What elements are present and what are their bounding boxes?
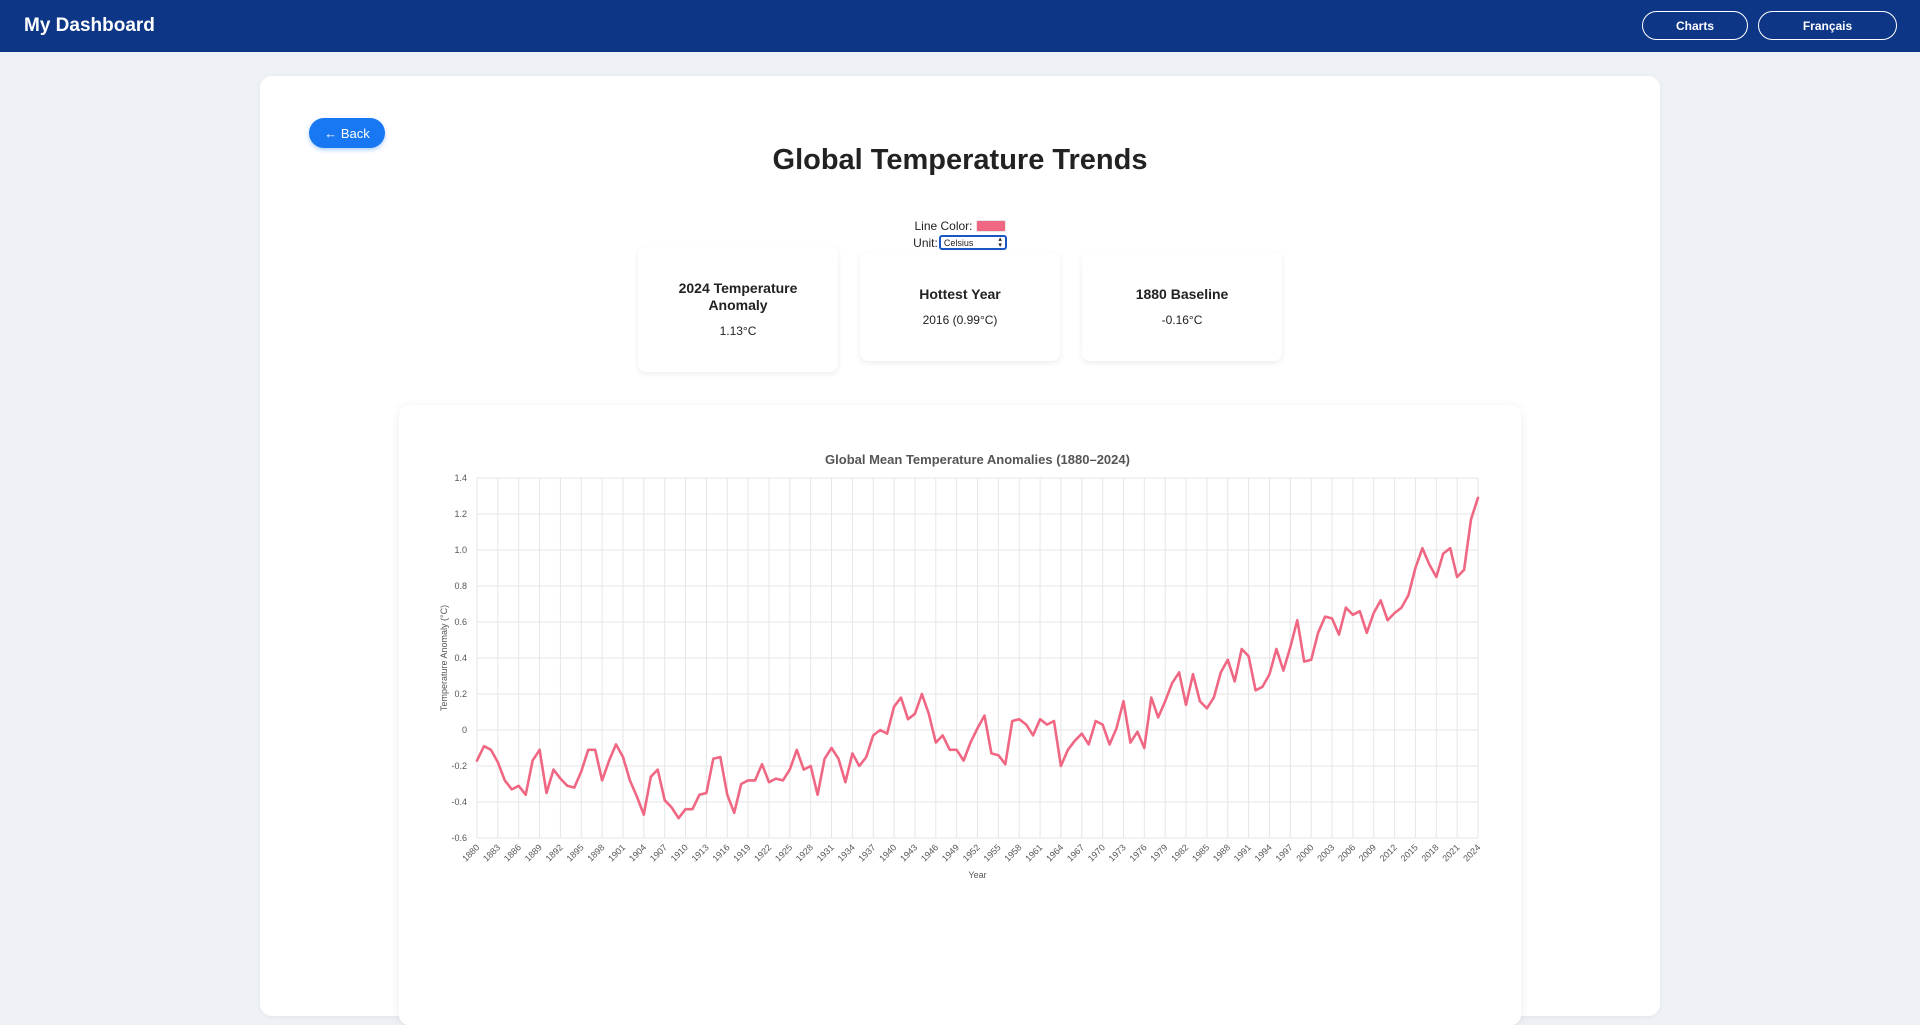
x-axis-label: Year xyxy=(968,870,986,880)
x-tick-label: 2006 xyxy=(1336,842,1357,863)
stat-title: 1880 Baseline xyxy=(1135,286,1229,302)
stat-title: 2024 Temperature Anomaly xyxy=(678,280,798,313)
main-card: ← Back Global Temperature Trends Line Co… xyxy=(260,76,1660,1025)
x-tick-label: 1907 xyxy=(648,842,669,863)
top-navbar: My Dashboard Charts Français xyxy=(0,0,1920,52)
x-tick-label: 1916 xyxy=(710,842,731,863)
y-tick-label: 0 xyxy=(462,725,467,735)
y-axis-label: Temperature Anomaly (°C) xyxy=(439,605,449,711)
x-tick-label: 2009 xyxy=(1357,842,1378,863)
x-tick-label: 1946 xyxy=(919,842,940,863)
x-tick-label: 1979 xyxy=(1148,842,1169,863)
x-tick-label: 1985 xyxy=(1190,842,1211,863)
x-tick-label: 1961 xyxy=(1023,842,1044,863)
page-title: Global Temperature Trends xyxy=(772,144,1148,176)
x-tick-label: 1991 xyxy=(1232,842,1253,863)
x-tick-label: 2015 xyxy=(1399,842,1420,863)
x-tick-label: 1994 xyxy=(1253,842,1274,863)
x-tick-label: 1919 xyxy=(731,842,752,863)
line-color-label: Line Color: xyxy=(914,218,973,233)
stat-value: -0.16°C xyxy=(1161,313,1203,327)
x-tick-label: 1898 xyxy=(585,842,606,863)
x-tick-label: 1943 xyxy=(898,842,919,863)
x-tick-label: 2021 xyxy=(1440,842,1461,863)
select-arrows-icon: ▴ ▾ xyxy=(998,235,1002,249)
y-tick-label: 1.4 xyxy=(454,473,467,483)
y-tick-label: 0.8 xyxy=(454,581,467,591)
chart-controls: Line Color: Unit: Celsius ▴ ▾ xyxy=(260,217,1660,251)
x-tick-label: 1925 xyxy=(773,842,794,863)
x-tick-label: 1922 xyxy=(752,842,773,863)
x-tick-label: 2012 xyxy=(1378,842,1399,863)
stat-card-hottest-year: Hottest Year 2016 (0.99°C) xyxy=(860,252,1060,361)
x-tick-label: 1952 xyxy=(961,842,982,863)
x-tick-label: 1958 xyxy=(1002,842,1023,863)
back-button[interactable]: ← Back xyxy=(309,118,385,148)
x-tick-label: 1949 xyxy=(940,842,961,863)
x-tick-label: 1904 xyxy=(627,842,648,863)
x-tick-label: 1895 xyxy=(564,842,585,863)
x-tick-label: 1892 xyxy=(544,842,565,863)
x-tick-label: 1976 xyxy=(1128,842,1149,863)
stat-value: 1.13°C xyxy=(719,324,757,338)
y-tick-label: 1.0 xyxy=(454,545,467,555)
stat-card-1880-baseline: 1880 Baseline -0.16°C xyxy=(1082,252,1282,361)
y-tick-label: 0.6 xyxy=(454,617,467,627)
x-tick-label: 1934 xyxy=(836,842,857,863)
y-tick-label: 1.2 xyxy=(454,509,467,519)
x-tick-label: 2003 xyxy=(1315,842,1336,863)
x-tick-label: 1937 xyxy=(856,842,877,863)
x-tick-label: 1970 xyxy=(1086,842,1107,863)
x-tick-label: 1940 xyxy=(877,842,898,863)
x-tick-label: 1955 xyxy=(982,842,1003,863)
x-tick-label: 1967 xyxy=(1065,842,1086,863)
x-tick-label: 1931 xyxy=(815,842,836,863)
x-tick-label: 1910 xyxy=(669,842,690,863)
x-tick-label: 1886 xyxy=(502,842,523,863)
nav-buttons: Charts Français xyxy=(1642,11,1897,40)
x-tick-label: 2024 xyxy=(1461,842,1482,863)
unit-label: Unit: xyxy=(913,235,938,250)
x-tick-label: 1964 xyxy=(1044,842,1065,863)
stat-cards: 2024 Temperature Anomaly 1.13°C Hottest … xyxy=(260,246,1660,372)
y-tick-label: -0.4 xyxy=(451,797,467,807)
x-tick-label: 2018 xyxy=(1419,842,1440,863)
x-tick-label: 2000 xyxy=(1294,842,1315,863)
x-tick-label: 1997 xyxy=(1273,842,1294,863)
y-tick-label: -0.2 xyxy=(451,761,467,771)
x-tick-label: 1928 xyxy=(794,842,815,863)
stat-card-2024-anomaly: 2024 Temperature Anomaly 1.13°C xyxy=(638,246,838,372)
y-tick-label: -0.6 xyxy=(451,833,467,843)
unit-select[interactable]: Celsius ▴ ▾ xyxy=(938,235,1007,250)
stat-value: 2016 (0.99°C) xyxy=(922,313,998,327)
x-tick-label: 1901 xyxy=(606,842,627,863)
chart-card: 1.4 1.2 1.0 0.8 0.6 0.4 0.2 0 -0.2 -0.4 -0.6 1880 18… xyxy=(399,405,1521,1025)
chart-title: Global Mean Temperature Anomalies (1880–… xyxy=(825,452,1130,467)
charts-button[interactable]: Charts xyxy=(1642,11,1748,40)
x-tick-label: 1889 xyxy=(523,842,544,863)
series-line xyxy=(475,496,1480,820)
x-tick-label: 1973 xyxy=(1107,842,1128,863)
unit-select-value: Celsius xyxy=(943,237,974,248)
x-tick-label: 1982 xyxy=(1169,842,1190,863)
x-tick-label: 1880 xyxy=(460,842,481,863)
stat-title: Hottest Year xyxy=(919,286,1001,302)
x-tick-label: 1913 xyxy=(690,842,711,863)
y-tick-label: 0.4 xyxy=(454,653,467,663)
brand-title[interactable]: My Dashboard xyxy=(24,15,155,36)
language-button[interactable]: Français xyxy=(1758,11,1897,40)
x-tick-label: 1883 xyxy=(481,842,502,863)
line-color-picker[interactable] xyxy=(975,219,1006,232)
x-tick-label: 1988 xyxy=(1211,842,1232,863)
y-tick-label: 0.2 xyxy=(454,689,467,699)
